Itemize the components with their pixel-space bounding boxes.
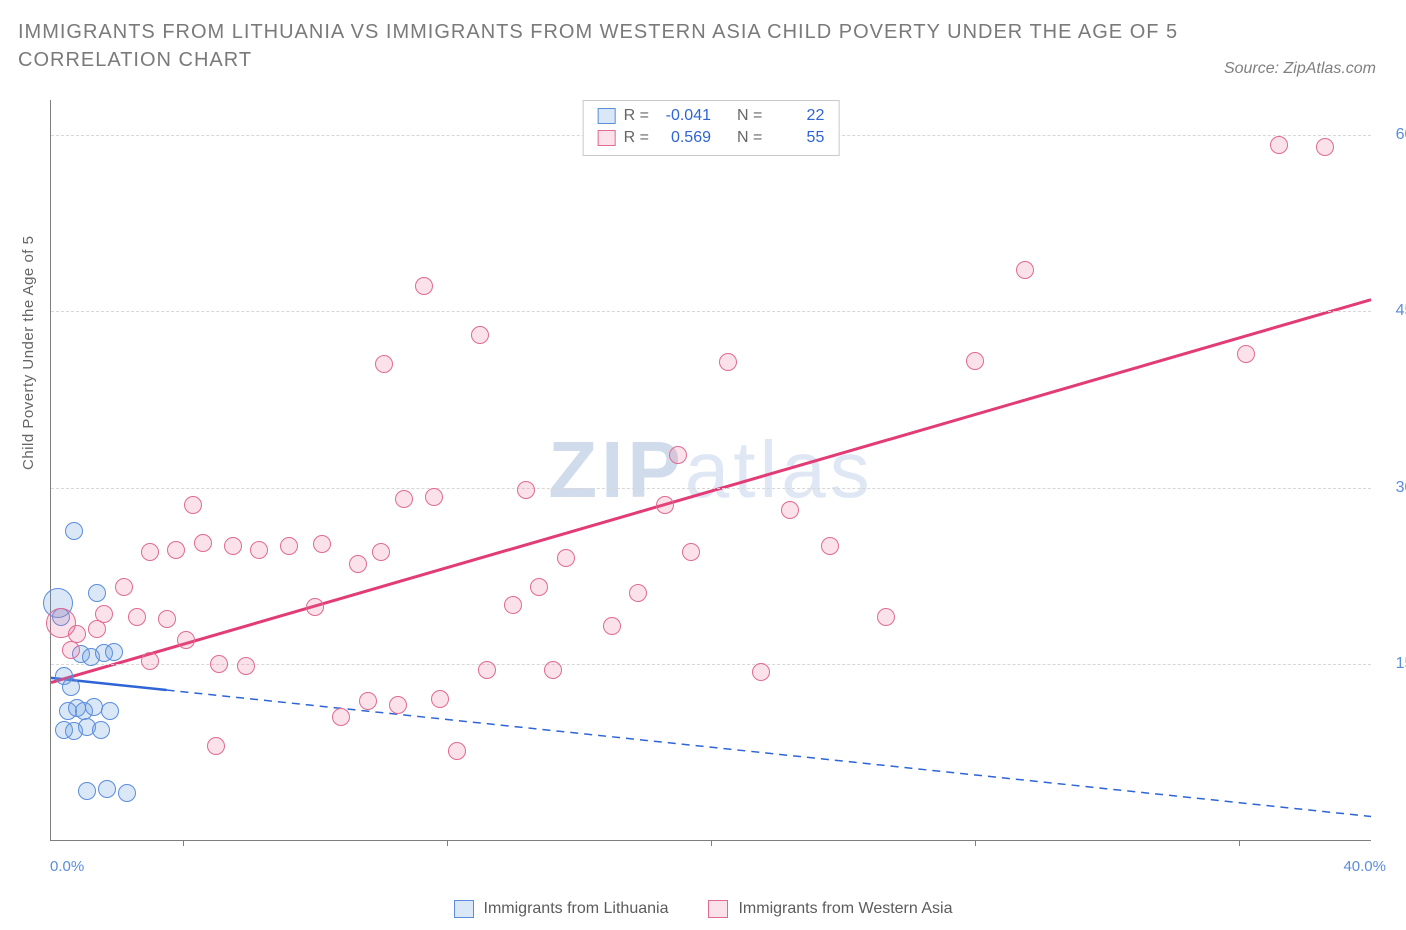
source-attribution: Source: ZipAtlas.com xyxy=(1224,60,1376,78)
data-point xyxy=(629,584,647,602)
y-tick-label: 15.0% xyxy=(1381,655,1406,673)
data-point xyxy=(425,488,443,506)
data-point xyxy=(1316,138,1334,156)
data-point xyxy=(313,535,331,553)
data-point xyxy=(669,446,687,464)
swatch-icon xyxy=(454,900,474,918)
data-point xyxy=(682,543,700,561)
data-point xyxy=(1270,136,1288,154)
swatch-icon xyxy=(598,108,616,124)
data-point xyxy=(85,698,103,716)
series-b-label: Immigrants from Western Asia xyxy=(738,900,952,918)
r-label: R = xyxy=(624,105,649,127)
data-point xyxy=(194,534,212,552)
r-label: R = xyxy=(624,127,649,149)
data-point xyxy=(184,496,202,514)
data-point xyxy=(224,537,242,555)
data-point xyxy=(781,501,799,519)
data-point xyxy=(1016,261,1034,279)
data-point xyxy=(98,780,116,798)
n-value: 22 xyxy=(770,105,824,127)
data-point xyxy=(78,782,96,800)
data-point xyxy=(395,490,413,508)
data-point xyxy=(504,596,522,614)
data-point xyxy=(471,326,489,344)
r-value: -0.041 xyxy=(657,105,711,127)
data-point xyxy=(207,737,225,755)
data-point xyxy=(128,608,146,626)
n-value: 55 xyxy=(770,127,824,149)
data-point xyxy=(478,661,496,679)
data-point xyxy=(88,584,106,602)
data-point xyxy=(141,652,159,670)
data-point xyxy=(544,661,562,679)
data-point xyxy=(1237,345,1255,363)
series-a-label: Immigrants from Lithuania xyxy=(484,900,669,918)
y-tick-label: 30.0% xyxy=(1381,479,1406,497)
data-point xyxy=(448,742,466,760)
series-legend: Immigrants from Lithuania Immigrants fro… xyxy=(0,900,1406,918)
y-axis-label: Child Poverty Under the Age of 5 xyxy=(20,236,37,470)
data-point xyxy=(280,537,298,555)
data-point xyxy=(966,352,984,370)
data-point xyxy=(719,353,737,371)
data-point xyxy=(210,655,228,673)
swatch-icon xyxy=(598,130,616,146)
scatter-plot-area: ZIPatlas R = -0.041 N = 22 R = 0.569 N =… xyxy=(50,100,1371,841)
data-point xyxy=(821,537,839,555)
data-point xyxy=(177,631,195,649)
data-point xyxy=(375,355,393,373)
n-label: N = xyxy=(737,127,762,149)
legend-row-western-asia: R = 0.569 N = 55 xyxy=(598,127,825,149)
data-point xyxy=(530,578,548,596)
n-label: N = xyxy=(737,105,762,127)
y-tick-label: 45.0% xyxy=(1381,302,1406,320)
data-point xyxy=(115,578,133,596)
chart-title: IMMIGRANTS FROM LITHUANIA VS IMMIGRANTS … xyxy=(18,18,1186,74)
data-point xyxy=(62,641,80,659)
data-point xyxy=(603,617,621,635)
data-point xyxy=(415,277,433,295)
data-point xyxy=(332,708,350,726)
data-point xyxy=(105,643,123,661)
x-axis-max-label: 40.0% xyxy=(1343,858,1386,875)
data-point xyxy=(656,496,674,514)
swatch-icon xyxy=(708,900,728,918)
data-point xyxy=(167,541,185,559)
data-point xyxy=(372,543,390,561)
data-point xyxy=(557,549,575,567)
data-point xyxy=(95,605,113,623)
data-point xyxy=(101,702,119,720)
data-point xyxy=(141,543,159,561)
data-point xyxy=(877,608,895,626)
y-tick-label: 60.0% xyxy=(1381,126,1406,144)
data-point xyxy=(752,663,770,681)
data-point xyxy=(237,657,255,675)
data-point xyxy=(517,481,535,499)
data-point xyxy=(389,696,407,714)
data-point xyxy=(349,555,367,573)
correlation-legend: R = -0.041 N = 22 R = 0.569 N = 55 xyxy=(583,100,840,156)
data-point xyxy=(431,690,449,708)
data-point xyxy=(62,678,80,696)
x-axis-zero-label: 0.0% xyxy=(50,858,84,875)
data-point xyxy=(250,541,268,559)
data-point xyxy=(65,522,83,540)
data-point xyxy=(359,692,377,710)
legend-row-lithuania: R = -0.041 N = 22 xyxy=(598,105,825,127)
data-point xyxy=(158,610,176,628)
data-point xyxy=(92,721,110,739)
r-value: 0.569 xyxy=(657,127,711,149)
data-point xyxy=(306,598,324,616)
data-point xyxy=(118,784,136,802)
plot-svg-layer xyxy=(51,100,1371,840)
